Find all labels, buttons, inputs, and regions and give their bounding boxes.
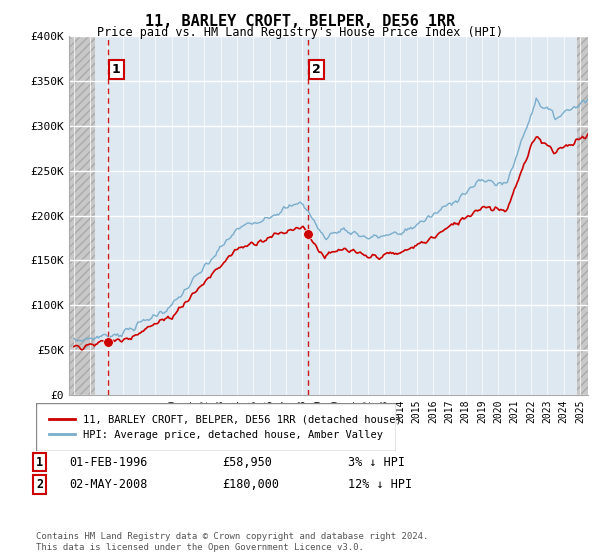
Text: 12% ↓ HPI: 12% ↓ HPI	[348, 478, 412, 491]
Bar	[577, 36, 588, 395]
Bar	[69, 36, 95, 395]
Text: 2: 2	[36, 478, 43, 491]
FancyBboxPatch shape	[36, 403, 396, 451]
Legend: 11, BARLEY CROFT, BELPER, DE56 1RR (detached house), HPI: Average price, detache: 11, BARLEY CROFT, BELPER, DE56 1RR (deta…	[45, 410, 406, 444]
Text: 01-FEB-1996: 01-FEB-1996	[69, 455, 148, 469]
Text: 11, BARLEY CROFT, BELPER, DE56 1RR: 11, BARLEY CROFT, BELPER, DE56 1RR	[145, 14, 455, 29]
Text: 1: 1	[112, 63, 121, 76]
Text: 02-MAY-2008: 02-MAY-2008	[69, 478, 148, 491]
Text: £58,950: £58,950	[222, 455, 272, 469]
Text: 2: 2	[312, 63, 320, 76]
Text: 1: 1	[36, 455, 43, 469]
Text: £180,000: £180,000	[222, 478, 279, 491]
Text: 3% ↓ HPI: 3% ↓ HPI	[348, 455, 405, 469]
Text: Contains HM Land Registry data © Crown copyright and database right 2024.
This d: Contains HM Land Registry data © Crown c…	[36, 532, 428, 552]
Text: Price paid vs. HM Land Registry's House Price Index (HPI): Price paid vs. HM Land Registry's House …	[97, 26, 503, 39]
